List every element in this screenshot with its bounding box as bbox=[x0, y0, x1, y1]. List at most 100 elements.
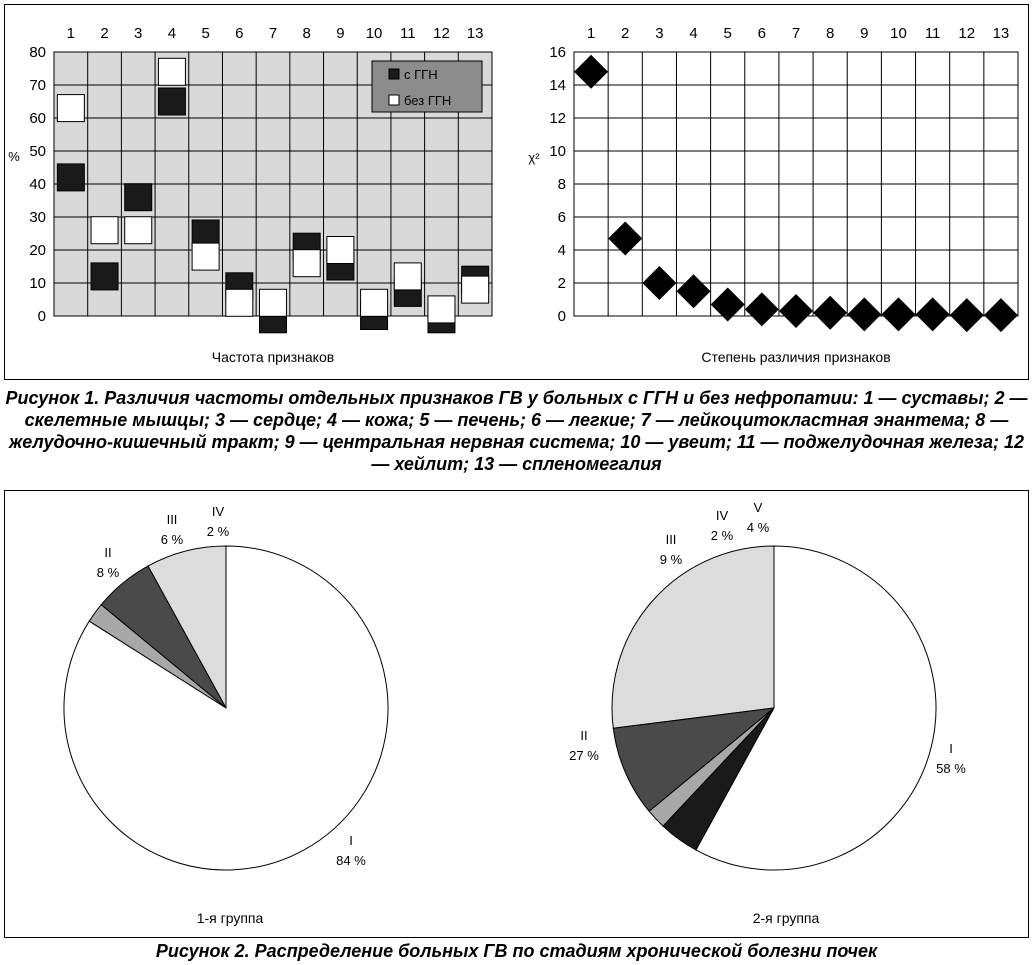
marker-with-ggn bbox=[191, 219, 220, 248]
marker-with-ggn bbox=[56, 163, 85, 192]
pie-slice-I bbox=[63, 545, 389, 871]
y-tick-label: 20 bbox=[29, 242, 46, 259]
diamond-marker bbox=[949, 298, 984, 333]
marker-with-ggn bbox=[124, 183, 153, 212]
x-tick-label: 6 bbox=[235, 25, 243, 42]
marker-with-ggn bbox=[90, 262, 119, 291]
y-tick-label: 0 bbox=[38, 308, 46, 325]
slice-value-label: 9 % bbox=[660, 552, 683, 567]
y-tick-label: 8 bbox=[558, 176, 566, 193]
x-tick-label: 4 bbox=[689, 25, 697, 42]
x-tick-label: 12 bbox=[433, 25, 450, 42]
y-tick-label: 0 bbox=[558, 308, 566, 325]
diamond-marker bbox=[983, 298, 1018, 333]
marker-without-ggn bbox=[360, 288, 389, 317]
y-tick-label: 80 bbox=[29, 44, 46, 61]
x-tick-label: 1 bbox=[67, 25, 75, 42]
marker-without-ggn bbox=[90, 216, 119, 245]
y-tick-label: 6 bbox=[558, 209, 566, 226]
slice-label: I bbox=[349, 833, 353, 848]
x-tick-label: 8 bbox=[826, 25, 834, 42]
x-tick-label: 9 bbox=[336, 25, 344, 42]
x-tick-label: 4 bbox=[168, 25, 176, 42]
marker-without-ggn bbox=[393, 262, 422, 291]
legend: с ГГН без ГГН bbox=[371, 60, 483, 113]
slice-label: V bbox=[754, 500, 763, 515]
slice-value-label: 27 % bbox=[569, 748, 599, 763]
diamond-marker bbox=[676, 274, 711, 309]
x-tick-label: 10 bbox=[366, 25, 383, 42]
x-tick-label: 3 bbox=[655, 25, 663, 42]
diamond-marker bbox=[608, 221, 643, 256]
pie-chart-group2: I 58 % II 27 % III 9 % IV 2 % V 4 % 2-я группа bbox=[569, 500, 966, 926]
slice-label: II bbox=[104, 545, 111, 560]
slice-label: IV bbox=[212, 504, 225, 519]
slice-value-label: 58 % bbox=[936, 761, 966, 776]
x-tick-label: 11 bbox=[925, 25, 941, 42]
x-tick-label: 2 bbox=[100, 25, 108, 42]
figure1-caption: Рисунок 1. Различия частоты отдельных пр… bbox=[5, 388, 1028, 474]
slice-label: II bbox=[580, 728, 587, 743]
y-tick-label: 10 bbox=[29, 275, 46, 292]
pie-slice-III bbox=[612, 707, 776, 812]
diamond-marker bbox=[779, 294, 813, 329]
y-axis-label: χ² bbox=[528, 150, 540, 165]
marker-without-ggn bbox=[191, 242, 220, 271]
slice-value-label: 6 % bbox=[161, 532, 184, 547]
x-tick-label: 3 bbox=[134, 25, 142, 42]
diamond-marker bbox=[881, 297, 916, 332]
marker-without-ggn bbox=[292, 249, 321, 278]
marker-without-ggn bbox=[427, 295, 456, 324]
x-tick-label: 6 bbox=[758, 25, 766, 42]
slice-value-label: 2 % bbox=[207, 524, 230, 539]
x-tick-label: 5 bbox=[201, 25, 209, 42]
y-tick-label: 12 bbox=[549, 110, 566, 127]
marker-with-ggn bbox=[157, 87, 186, 116]
figure2-caption: Рисунок 2. Распределение больных ГВ по с… bbox=[155, 941, 878, 961]
x-tick-label: 12 bbox=[958, 25, 975, 42]
diamond-marker bbox=[744, 292, 779, 327]
slice-value-label: 84 % bbox=[336, 853, 366, 868]
chart-title: 2-я группа bbox=[753, 910, 820, 926]
slice-value-label: 2 % bbox=[711, 528, 734, 543]
chart-title: Частота признаков bbox=[212, 349, 334, 365]
y-axis-label: % bbox=[8, 149, 20, 164]
slice-label: I bbox=[949, 741, 953, 756]
x-tick-label: 11 bbox=[400, 25, 416, 42]
y-tick-label: 10 bbox=[549, 143, 566, 160]
marker-without-ggn bbox=[157, 57, 186, 86]
diamond-marker bbox=[710, 287, 745, 322]
y-tick-label: 50 bbox=[29, 143, 46, 160]
pie-chart-group1: I 84 % II 8 % III 6 % IV 2 % 1-я группа bbox=[63, 504, 389, 926]
y-tick-label: 70 bbox=[29, 77, 46, 94]
diamond-marker bbox=[915, 297, 950, 332]
y-tick-label: 30 bbox=[29, 209, 46, 226]
x-tick-label: 8 bbox=[303, 25, 311, 42]
x-tick-label: 2 bbox=[621, 25, 629, 42]
marker-without-ggn bbox=[326, 236, 355, 264]
marker-without-ggn bbox=[56, 94, 85, 123]
y-tick-label: 2 bbox=[558, 275, 566, 292]
pie-slice-II bbox=[611, 545, 775, 729]
x-tick-label: 1 bbox=[587, 25, 595, 42]
y-tick-label: 14 bbox=[549, 77, 566, 94]
y-tick-label: 60 bbox=[29, 110, 46, 127]
chart-title: Степень различия признаков bbox=[701, 349, 890, 365]
pie-slice-I bbox=[695, 545, 937, 871]
x-tick-label: 13 bbox=[467, 25, 484, 42]
legend-label: без ГГН bbox=[404, 93, 451, 108]
marker-without-ggn bbox=[124, 216, 153, 245]
slice-label: III bbox=[167, 512, 178, 527]
diamond-marker bbox=[574, 54, 609, 89]
diamond-marker bbox=[847, 297, 882, 332]
x-tick-label: 5 bbox=[724, 25, 732, 42]
diamond-marker bbox=[642, 266, 677, 300]
marker-without-ggn bbox=[225, 288, 254, 317]
x-tick-label: 13 bbox=[993, 25, 1010, 42]
diamond-marker bbox=[813, 295, 848, 330]
y-tick-label: 4 bbox=[558, 242, 566, 259]
legend-swatch bbox=[388, 94, 400, 106]
